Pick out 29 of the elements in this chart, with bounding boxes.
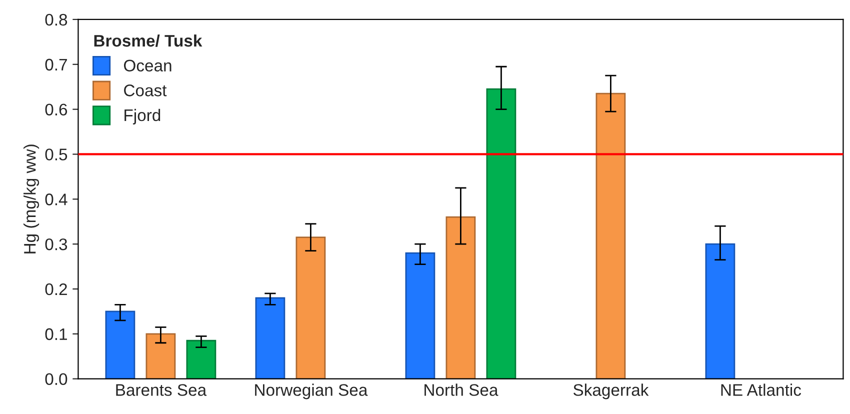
y-tick-label: 0.4	[45, 194, 68, 206]
x-tick-label: Barents Sea	[116, 384, 207, 396]
bar	[705, 243, 736, 379]
x-tick-label: North Sea	[424, 384, 498, 396]
bar	[596, 92, 626, 379]
y-tick-label: 0.5	[45, 148, 68, 160]
legend-label: Coast	[124, 84, 167, 96]
legend-label: Fjord	[124, 108, 160, 124]
y-axis-title: Hg (mg/kg ww)	[24, 144, 40, 254]
bar	[186, 340, 216, 379]
legend-title: Brosme/ Tusk	[94, 34, 202, 47]
bar	[105, 310, 136, 379]
y-tick-label: 0.7	[45, 58, 67, 71]
bar	[146, 333, 176, 379]
y-tick-label: 0.6	[45, 104, 68, 116]
y-tick-label: 0.8	[45, 14, 68, 26]
bar	[255, 297, 286, 379]
y-tick-label: 0.0	[45, 373, 68, 386]
bar	[486, 88, 516, 379]
bar	[296, 236, 326, 379]
x-tick-label: NE Atlantic	[721, 384, 802, 396]
bar	[446, 216, 476, 379]
y-tick-label: 0.3	[45, 238, 68, 250]
legend-label: Ocean	[124, 60, 172, 72]
x-tick-label: Skagerrak	[573, 384, 649, 400]
y-tick-label: 0.2	[45, 283, 67, 296]
x-tick-label: Norwegian Sea	[255, 384, 368, 400]
y-tick-label: 0.1	[45, 328, 67, 340]
bar	[405, 252, 436, 379]
